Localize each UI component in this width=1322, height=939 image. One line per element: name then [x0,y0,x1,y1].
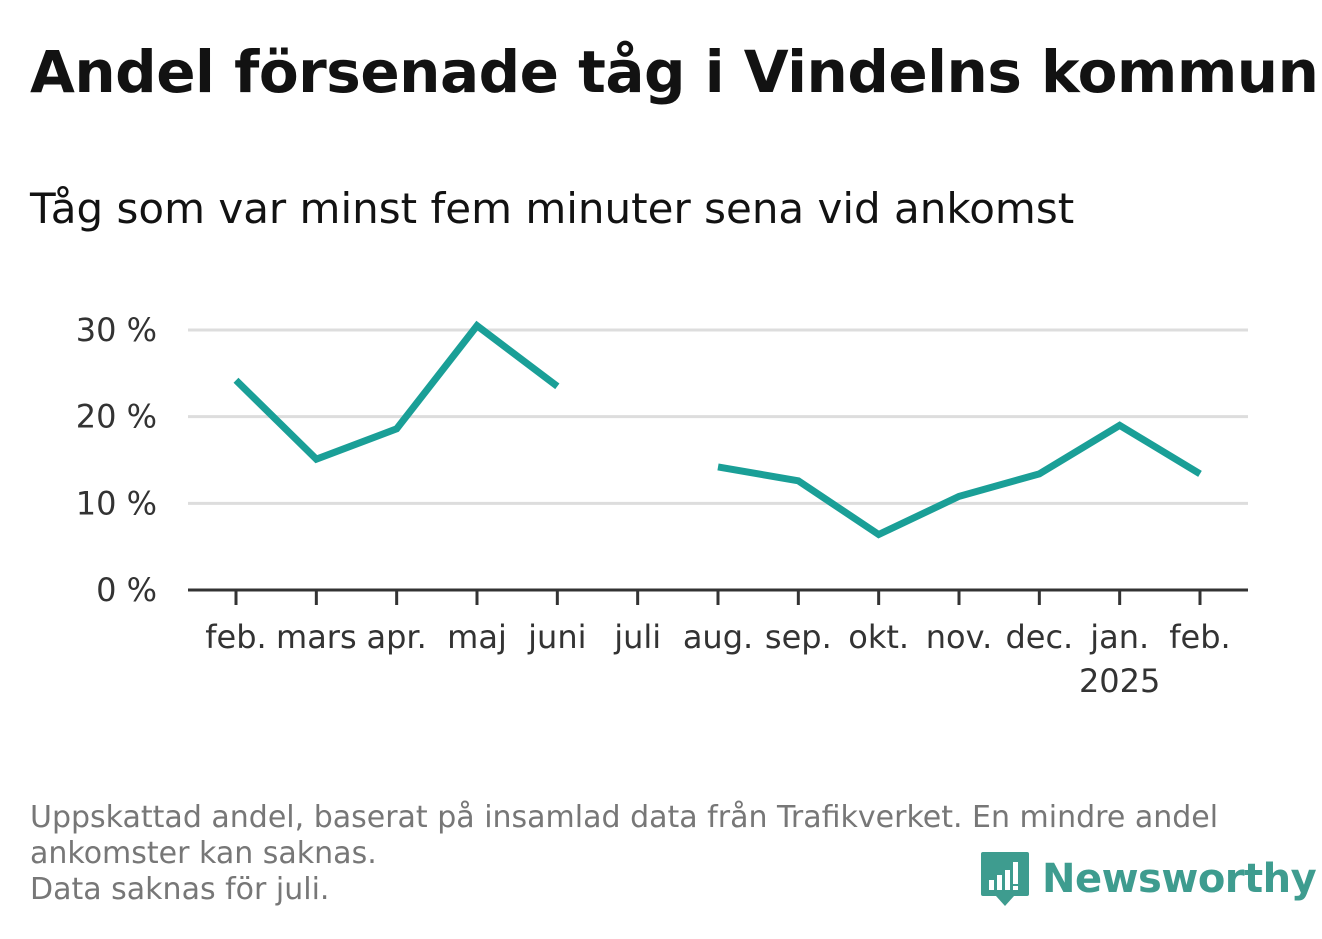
x-tick-label: nov. [926,618,992,656]
x-tick-label: maj [447,618,507,656]
line-chart: 0 % 10 % 20 % 30 % feb. mars apr. maj juni juli a… [76,311,1248,700]
y-tick-label: 10 % [76,484,157,522]
x-tick-label: aug. [683,618,753,656]
series-line [717,421,1202,539]
x-tick-label: feb. [1169,618,1230,656]
brand-name: Newsworthy [1042,856,1317,902]
chart-title: Andel försenade tåg i Vindelns kommun [30,38,1319,106]
brand-logo: Newsworthy [980,850,1317,908]
y-tick-label: 30 % [76,311,157,349]
newsworthy-logo-icon [981,852,1029,906]
series-layer [233,320,1202,539]
series-line [233,320,560,464]
y-tick-label: 0 % [96,571,157,609]
x-tick-label: jan. [1089,618,1149,656]
x-tick-label: okt. [848,618,909,656]
grid-layer [188,328,1248,505]
footnote-line: Data saknas för juli. [30,872,330,907]
x-tick-label: mars [276,618,357,656]
y-axis-labels: 0 % 10 % 20 % 30 % [76,311,157,609]
y-tick-label: 20 % [76,398,157,436]
footnote-line: ankomster kan saknas. [30,836,377,871]
x-tick-label: feb. [205,618,266,656]
footnote: Uppskattad andel, baserat på insamlad da… [30,800,1290,908]
x-axis [188,588,1248,605]
x-tick-label: juli [613,618,661,656]
footnote-line: Uppskattad andel, baserat på insamlad da… [30,800,1219,835]
x-tick-label: sep. [765,618,832,656]
x-axis-labels: feb. mars apr. maj juni juli aug. sep. okt. nov. d… [205,618,1230,700]
x-tick-label: juni [527,618,586,656]
x-tick-label: dec. [1005,618,1073,656]
chart-subtitle: Tåg som var minst fem minuter sena vid a… [30,184,1075,233]
x-tick-label: apr. [367,618,427,656]
x-year-label: 2025 [1079,662,1160,700]
